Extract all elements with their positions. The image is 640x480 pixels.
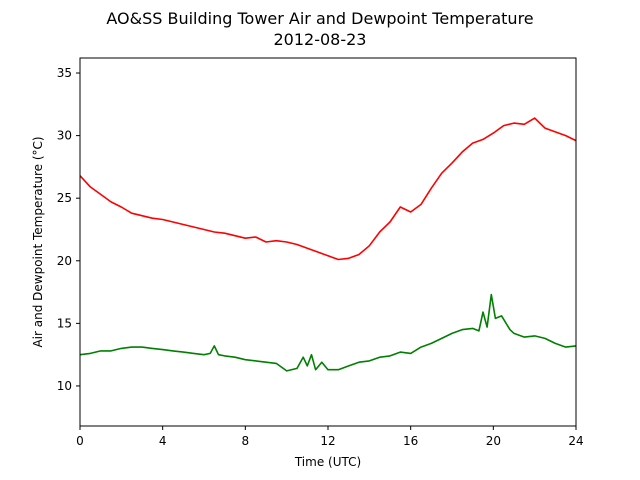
- x-axis-label: Time (UTC): [294, 455, 361, 469]
- x-tick-label: 8: [242, 434, 250, 448]
- y-tick-label: 30: [57, 129, 72, 143]
- y-axis-label: Air and Dewpoint Temperature (°C): [31, 136, 45, 347]
- x-tick-label: 0: [76, 434, 84, 448]
- chart-subtitle: 2012-08-23: [274, 30, 367, 49]
- y-tick-label: 10: [57, 379, 72, 393]
- x-tick-label: 12: [320, 434, 335, 448]
- y-tick-label: 25: [57, 191, 72, 205]
- air-temperature-line: [79, 117, 577, 261]
- y-tick-label: 20: [57, 254, 72, 268]
- y-tick-label: 35: [57, 66, 72, 80]
- y-axis: 10 15 20 25 30 35: [57, 66, 80, 393]
- plot-frame: [79, 57, 577, 427]
- x-tick-label: 16: [403, 434, 418, 448]
- dewpoint-temperature-line: [79, 293, 577, 372]
- x-axis: 0 4 8 12 16 20 24: [76, 426, 584, 448]
- plot-series: [79, 117, 577, 372]
- x-tick-label: 4: [159, 434, 167, 448]
- chart-title: AO&SS Building Tower Air and Dewpoint Te…: [106, 9, 533, 28]
- x-tick-label: 20: [486, 434, 501, 448]
- x-tick-label: 24: [568, 434, 583, 448]
- y-tick-label: 15: [57, 316, 72, 330]
